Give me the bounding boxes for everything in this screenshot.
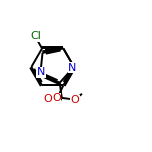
Text: N: N — [37, 67, 45, 77]
Text: O: O — [43, 94, 52, 104]
Text: Cl: Cl — [30, 31, 41, 41]
Text: O: O — [71, 95, 79, 105]
Text: N: N — [68, 63, 77, 73]
Text: O: O — [52, 93, 61, 104]
